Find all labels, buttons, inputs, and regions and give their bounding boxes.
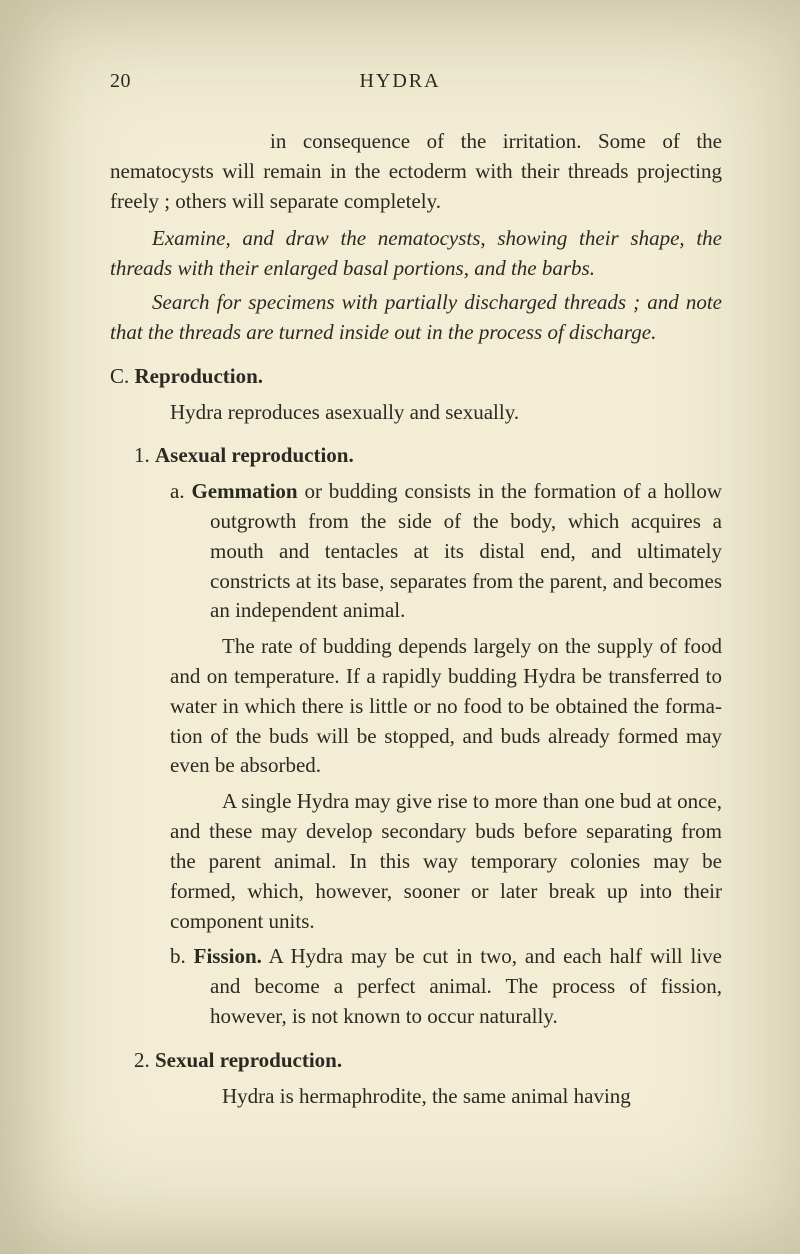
item-2-body: Hydra is hermaphrodite, the same animal … xyxy=(170,1082,722,1112)
section-c-body: Hydra reproduces asexually and sexually. xyxy=(110,398,722,428)
item-b-block: b. Fission. A Hydra may be cut in two, a… xyxy=(170,942,722,1031)
item-a-title: Gemmation xyxy=(191,479,297,503)
item-1-heading: 1. Asexual reproduction. xyxy=(134,441,722,471)
running-title: HYDRA xyxy=(359,70,440,93)
paragraph-continuation: in consequence of the irritation. Some o… xyxy=(110,127,722,216)
item-a-para3: A single Hydra may give rise to more tha… xyxy=(170,787,722,936)
examine-paragraph: Examine, and draw the nematocysts, showi… xyxy=(110,224,722,284)
page-number: 20 xyxy=(110,70,131,93)
item-a-block: a. Gemmation or budding consists in the … xyxy=(170,477,722,936)
header-spacer xyxy=(717,70,723,93)
item-b-body: A Hydra may be cut in two, and each half… xyxy=(210,944,722,1028)
item-a-para1: a. Gemmation or budding consists in the … xyxy=(170,477,722,626)
section-c-title: Reproduction. xyxy=(135,364,264,388)
item-1-title: Asexual reproduction. xyxy=(155,443,354,467)
item-1-label: 1. xyxy=(134,443,150,467)
item-a-label: a. xyxy=(170,479,185,503)
item-2-heading: 2. Sexual reproduction. xyxy=(134,1046,722,1076)
item-2-title: Sexual reproduction. xyxy=(155,1048,342,1072)
section-c-label: C. xyxy=(110,364,129,388)
page-header: 20 HYDRA xyxy=(110,70,722,93)
item-2-label: 2. xyxy=(134,1048,150,1072)
item-b-label: b. xyxy=(170,944,186,968)
page: 20 HYDRA in consequence of the irritatio… xyxy=(0,0,800,1254)
item-b-title: Fission. xyxy=(194,944,262,968)
item-a-para2: The rate of budding depends largely on t… xyxy=(170,632,722,781)
search-paragraph: Search for specimens with partially disc… xyxy=(110,288,722,348)
section-c-heading: C. Reproduction. xyxy=(110,362,722,392)
item-b-para: b. Fission. A Hydra may be cut in two, a… xyxy=(170,942,722,1031)
